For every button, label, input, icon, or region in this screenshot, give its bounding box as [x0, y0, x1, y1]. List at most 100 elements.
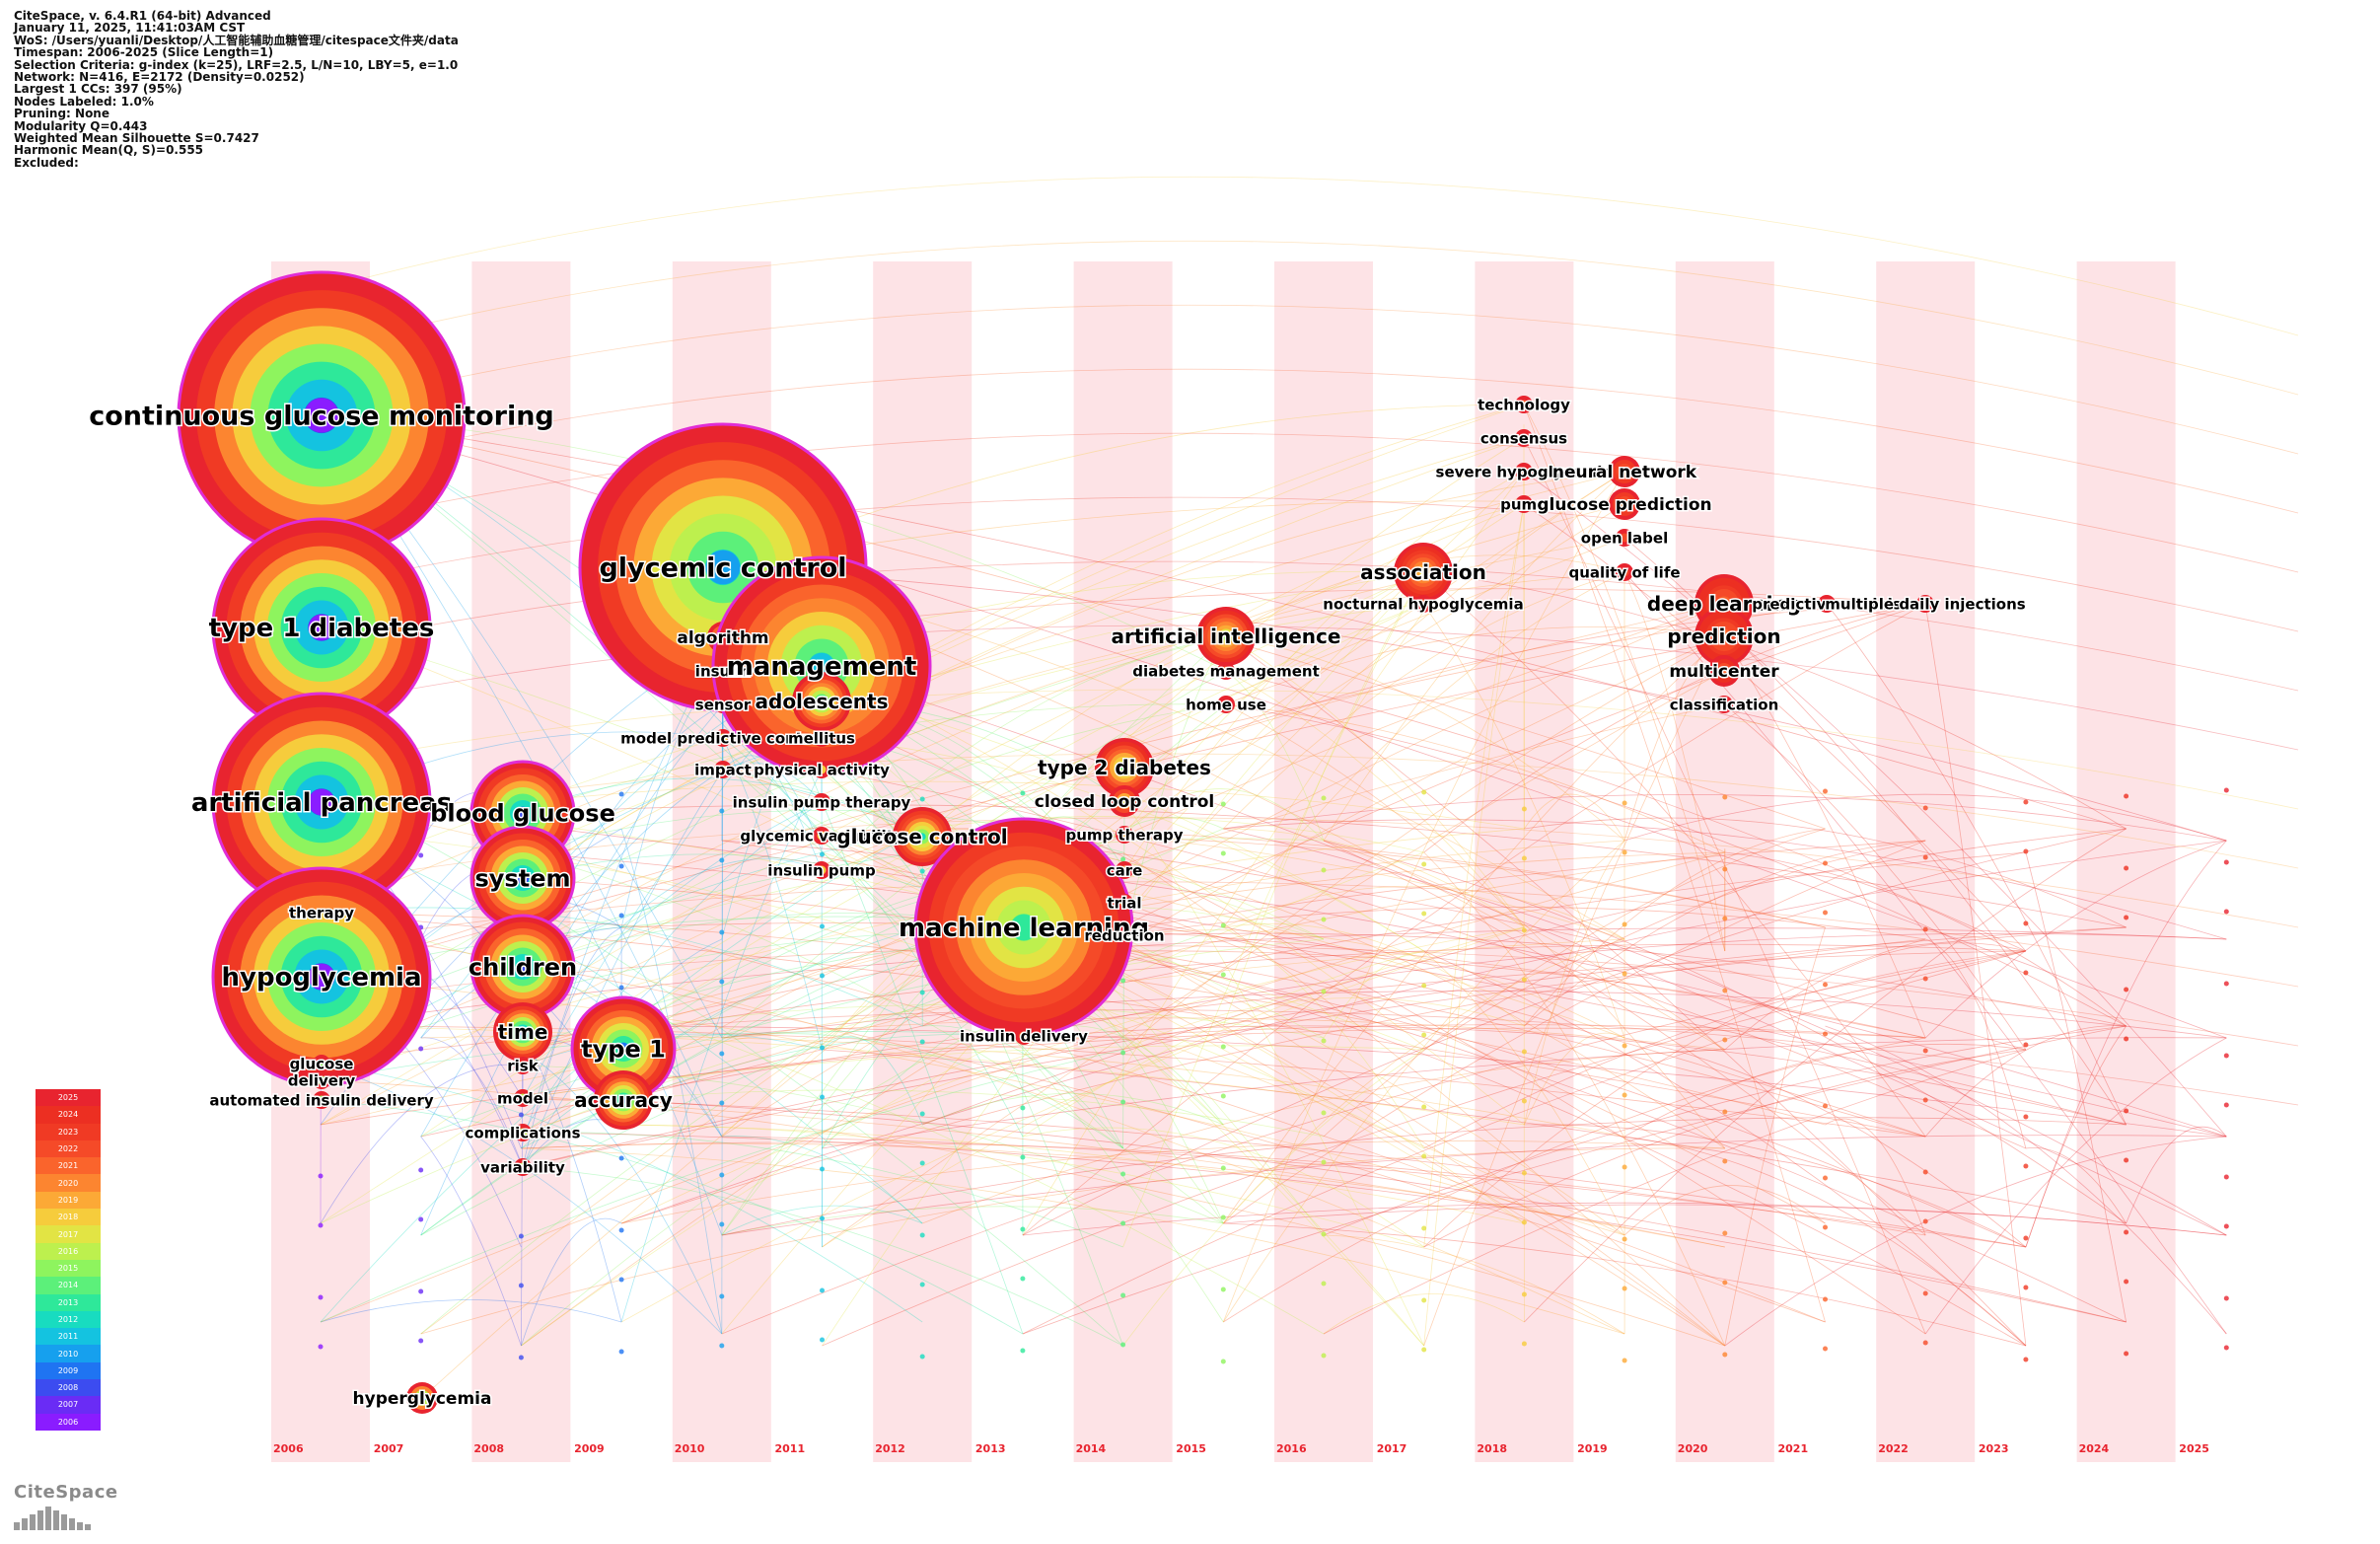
keyword-label: prediction — [1667, 625, 1780, 648]
link — [1123, 800, 1425, 1347]
minor-keyword-node — [1722, 866, 1728, 872]
year-label-2016: 2016 — [1276, 1442, 1307, 1455]
minor-keyword-node — [418, 1167, 424, 1173]
keyword-node[interactable] — [1109, 785, 1140, 817]
link — [522, 404, 1525, 879]
keyword-node[interactable] — [1708, 655, 1740, 687]
keyword-node[interactable] — [1095, 738, 1154, 797]
keyword-node[interactable] — [469, 825, 576, 931]
link — [1122, 997, 1525, 1051]
minor-keyword-node — [1220, 1287, 1226, 1292]
year-stripe-2016 — [1274, 261, 1373, 1462]
keyword-label: impact — [694, 761, 752, 778]
minor-keyword-node — [1521, 1341, 1527, 1347]
keyword-node[interactable] — [313, 1091, 330, 1109]
minor-keyword-node — [820, 1287, 825, 1293]
keyword-node[interactable] — [913, 817, 1134, 1038]
minor-keyword-node — [2023, 1042, 2029, 1048]
keyword-label: reduction — [1084, 926, 1164, 944]
link — [522, 1132, 2127, 1323]
keyword-node[interactable] — [514, 1089, 532, 1107]
keyword-node[interactable] — [1616, 529, 1633, 547]
keyword-node[interactable] — [813, 861, 830, 879]
keyword-node[interactable] — [1116, 926, 1133, 944]
keyword-label: hypoglycemia — [222, 963, 422, 993]
link — [621, 922, 1926, 1039]
keyword-node[interactable] — [578, 422, 868, 712]
minor-keyword-node — [2124, 1279, 2129, 1285]
minor-keyword-node — [1922, 1097, 1928, 1103]
keyword-node[interactable] — [1217, 696, 1235, 713]
minor-keyword-node — [618, 1277, 624, 1283]
keyword-node[interactable] — [469, 914, 576, 1020]
keyword-node[interactable] — [313, 1071, 330, 1089]
minor-keyword-node — [1321, 795, 1327, 801]
keyword-node[interactable] — [1515, 463, 1533, 480]
keyword-node[interactable] — [1715, 696, 1733, 713]
keyword-node[interactable] — [1116, 861, 1133, 879]
keyword-node[interactable] — [313, 1055, 330, 1072]
keyword-node[interactable] — [1609, 488, 1640, 520]
keyword-node[interactable] — [792, 672, 851, 731]
link — [621, 926, 1826, 1323]
keyword-node[interactable] — [406, 1382, 438, 1414]
keyword-node[interactable] — [1414, 595, 1432, 613]
minor-keyword-node — [1421, 1153, 1427, 1159]
keyword-node[interactable] — [813, 761, 830, 778]
keyword-node[interactable] — [1015, 1027, 1033, 1045]
link — [722, 566, 2227, 842]
year-label-2014: 2014 — [1076, 1442, 1107, 1455]
link — [1422, 571, 1926, 1138]
keyword-label: algorithm — [677, 628, 768, 648]
minor-keyword-node — [1622, 849, 1627, 855]
keyword-node[interactable] — [211, 517, 432, 738]
keyword-node[interactable] — [813, 827, 830, 845]
keyword-node[interactable] — [1616, 563, 1633, 581]
keyword-node[interactable] — [1196, 607, 1256, 666]
link — [295, 945, 2299, 1047]
keyword-node[interactable] — [1394, 543, 1453, 602]
keyword-node[interactable] — [1695, 607, 1754, 666]
keyword-node[interactable] — [1116, 894, 1133, 912]
year-label-2018: 2018 — [1477, 1442, 1507, 1455]
keyword-node[interactable] — [1515, 396, 1533, 413]
link — [1524, 1032, 1625, 1126]
keyword-node[interactable] — [570, 995, 677, 1102]
link — [1123, 603, 1926, 769]
keyword-node[interactable] — [1818, 595, 1836, 613]
keyword-node[interactable] — [714, 729, 732, 747]
keyword-node[interactable] — [514, 1124, 532, 1141]
keyword-node[interactable] — [714, 761, 732, 778]
keyword-node[interactable] — [893, 807, 952, 866]
minor-keyword-node — [1922, 854, 1928, 860]
link — [295, 176, 2299, 336]
link — [722, 762, 823, 803]
link — [621, 1124, 1525, 1224]
keyword-node[interactable] — [813, 729, 830, 747]
keyword-label: insulin pump therapy — [733, 793, 911, 811]
keyword-node[interactable] — [514, 1158, 532, 1176]
minor-keyword-node — [418, 1288, 424, 1294]
keyword-node[interactable] — [1515, 429, 1533, 447]
keyword-node[interactable] — [493, 1002, 552, 1062]
keyword-node[interactable] — [1515, 495, 1533, 513]
keyword-node[interactable] — [1609, 456, 1640, 487]
keyword-node[interactable] — [211, 866, 432, 1087]
keyword-node[interactable] — [594, 1070, 653, 1130]
legend-year-2013: 2013 — [36, 1293, 101, 1311]
keyword-node[interactable] — [711, 555, 932, 776]
link — [1123, 932, 2127, 1027]
keyword-node[interactable] — [177, 270, 467, 560]
keyword-node[interactable] — [813, 793, 830, 811]
keyword-node[interactable] — [1116, 826, 1133, 844]
keyword-node[interactable] — [1217, 662, 1235, 680]
link — [295, 817, 2299, 928]
minor-keyword-node — [1722, 1352, 1728, 1358]
link — [721, 991, 2227, 1039]
link — [1423, 851, 1726, 1347]
link — [721, 1117, 2127, 1236]
keyword-node[interactable] — [1916, 595, 1934, 613]
keyword-node[interactable] — [211, 692, 432, 913]
keyword-node[interactable] — [514, 1057, 532, 1074]
